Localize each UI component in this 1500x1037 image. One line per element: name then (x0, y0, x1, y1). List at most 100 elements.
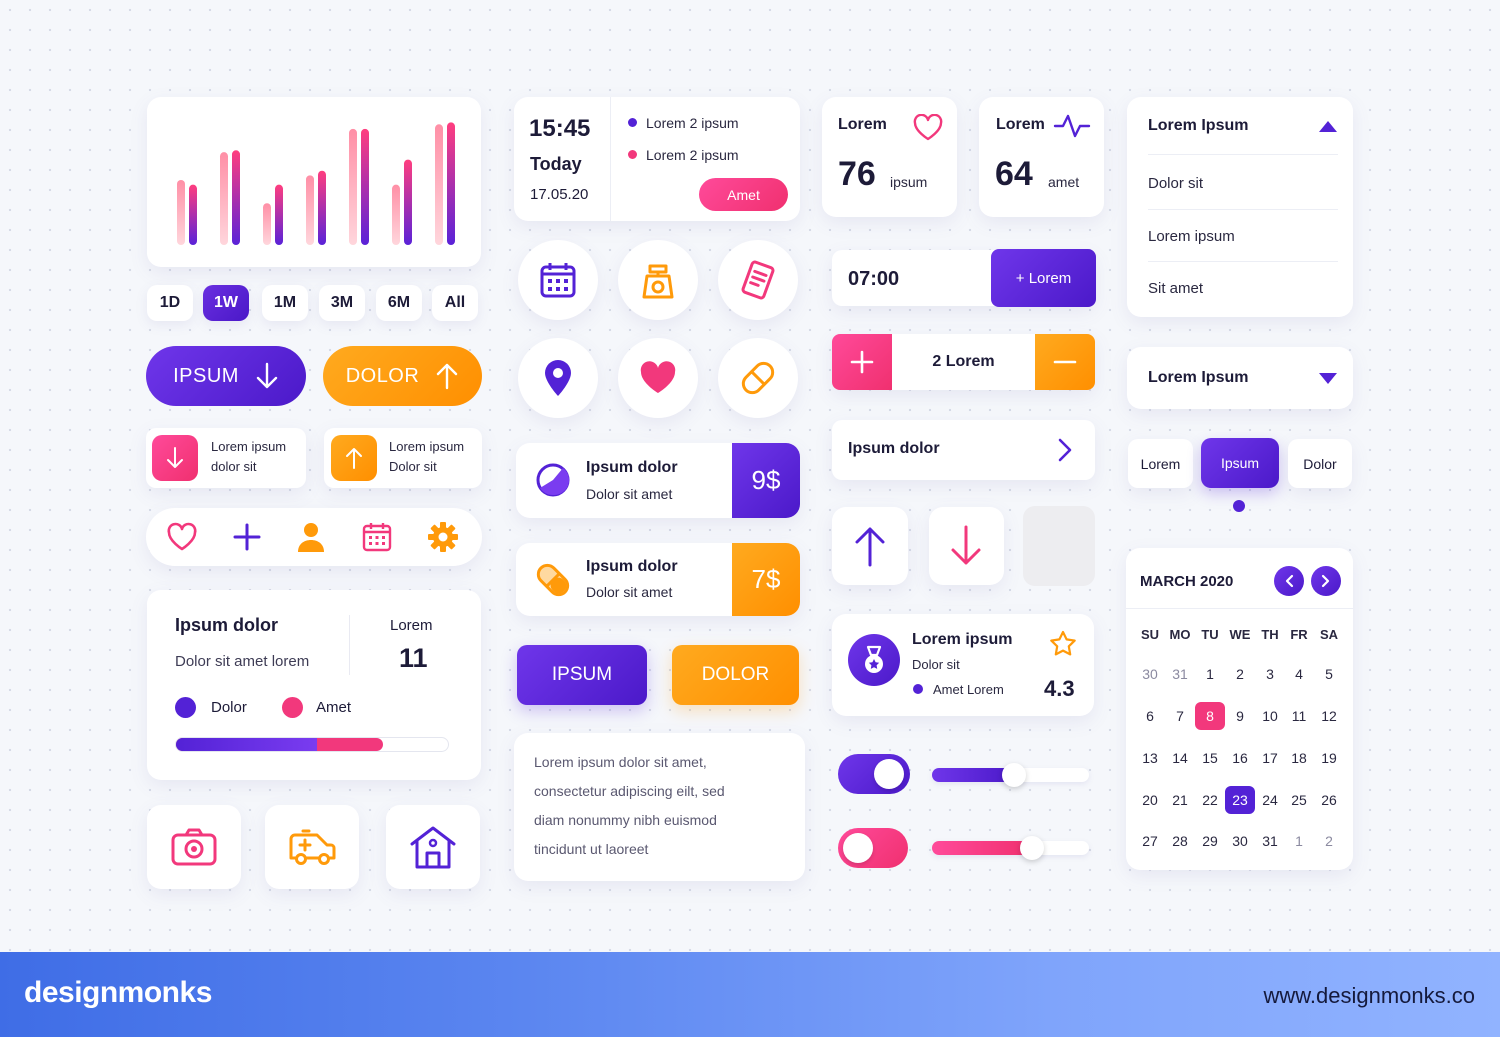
mini-card-up[interactable]: Lorem ipsum Dolor sit (324, 428, 482, 488)
chevron-right-icon (1321, 574, 1330, 588)
segment-dolor[interactable]: Dolor (1288, 439, 1352, 488)
price-card-2[interactable]: Ipsum dolor Dolor sit amet 7$ (516, 543, 800, 616)
slider-thumb[interactable] (1020, 836, 1045, 860)
stepper-plus-button[interactable] (832, 334, 892, 390)
time-divider (610, 97, 611, 221)
calendar-day[interactable]: 11 (1291, 708, 1307, 724)
home-tile[interactable] (386, 805, 480, 889)
calendar-day[interactable]: 8 (1195, 702, 1225, 730)
circle-heart[interactable] (618, 338, 698, 418)
calendar-day[interactable]: 23 (1225, 786, 1255, 814)
slider-thumb[interactable] (1001, 763, 1026, 787)
dropdown-item-3[interactable]: Sit amet (1148, 280, 1204, 297)
calendar-icon[interactable] (361, 521, 393, 553)
toggle-switch-on[interactable] (838, 754, 910, 794)
calendar-day[interactable]: 13 (1142, 750, 1158, 766)
segment-lorem[interactable]: Lorem (1128, 439, 1193, 488)
heart-icon[interactable] (166, 522, 198, 552)
calendar-day[interactable]: 7 (1176, 708, 1184, 724)
calendar-day[interactable]: 4 (1295, 666, 1303, 682)
calendar-day[interactable]: 10 (1262, 708, 1278, 724)
range-tab-1m[interactable]: 1M (262, 285, 308, 321)
dropdown-item-1[interactable]: Dolor sit (1148, 175, 1204, 192)
calendar-day[interactable]: 1 (1206, 666, 1214, 682)
calendar-day[interactable]: 31 (1172, 666, 1188, 682)
range-tab-6m[interactable]: 6M (376, 285, 422, 321)
calendar-day[interactable]: 5 (1325, 666, 1333, 682)
link-row[interactable]: Ipsum dolor (832, 420, 1095, 480)
camera-tile[interactable] (147, 805, 241, 889)
stepper-minus-button[interactable] (1035, 334, 1095, 390)
calendar-day[interactable]: 16 (1232, 750, 1248, 766)
range-tab-1w[interactable]: 1W (203, 285, 249, 321)
calendar-day[interactable]: 22 (1202, 792, 1218, 808)
calendar-day[interactable]: 3 (1266, 666, 1274, 682)
calendar-day[interactable]: 18 (1291, 750, 1307, 766)
ipsum-square-button[interactable]: IPSUM (517, 645, 647, 705)
chart-bar (404, 159, 412, 245)
calendar-day[interactable]: 26 (1321, 792, 1337, 808)
price-card-subtitle: Dolor sit amet (586, 584, 673, 600)
stats-right-label: Lorem (390, 617, 433, 634)
chevron-right-icon (1058, 438, 1072, 462)
calendar-day[interactable]: 28 (1172, 833, 1188, 849)
plus-icon[interactable] (232, 522, 262, 552)
calendar-day[interactable]: 9 (1236, 708, 1244, 724)
ipsum-button[interactable]: IPSUM (146, 346, 306, 406)
circle-scale[interactable] (618, 240, 698, 320)
circle-location[interactable] (518, 338, 598, 418)
slider-fill (932, 841, 1033, 855)
stats-divider (349, 615, 350, 675)
price-card-1[interactable]: Ipsum dolor Dolor sit amet 9$ (516, 443, 800, 518)
calendar-next-button[interactable] (1311, 566, 1341, 596)
calendar-day[interactable]: 15 (1202, 750, 1218, 766)
mini-card-down[interactable]: Lorem ipsum dolor sit (146, 428, 306, 488)
range-tab-3m[interactable]: 3M (319, 285, 365, 321)
ambulance-tile[interactable] (265, 805, 359, 889)
range-tab-1d[interactable]: 1D (147, 285, 193, 321)
circle-prescription[interactable] (718, 240, 798, 320)
calendar-day[interactable]: 1 (1295, 833, 1303, 849)
circle-pill[interactable] (718, 338, 798, 418)
gear-icon[interactable] (427, 521, 459, 553)
calendar-day[interactable]: 24 (1262, 792, 1278, 808)
star-icon[interactable] (1048, 629, 1078, 659)
segment-ipsum-selected[interactable]: Ipsum (1201, 438, 1279, 488)
toggle-switch-off[interactable] (838, 828, 908, 868)
arrow-up-tile[interactable] (832, 507, 908, 585)
dropdown-open-title[interactable]: Lorem Ipsum (1148, 117, 1249, 134)
calendar-day[interactable]: 14 (1172, 750, 1188, 766)
range-tab-all[interactable]: All (432, 285, 478, 321)
calendar-day[interactable]: 2 (1325, 833, 1333, 849)
calendar-day[interactable]: 17 (1262, 750, 1278, 766)
arrow-down-tile[interactable] (929, 507, 1004, 585)
calendar-day[interactable]: 25 (1291, 792, 1307, 808)
dropdown-closed[interactable]: Lorem Ipsum (1127, 347, 1353, 409)
calendar-day[interactable]: 19 (1321, 750, 1337, 766)
time-card: 15:45 Today 17.05.20 Lorem 2 ipsum Lorem… (514, 97, 800, 221)
calendar-day[interactable]: 30 (1142, 666, 1158, 682)
dropdown-item-2[interactable]: Lorem ipsum (1148, 228, 1235, 245)
calendar-day[interactable]: 27 (1142, 833, 1158, 849)
calendar-day[interactable]: 29 (1202, 833, 1218, 849)
slider-purple[interactable] (932, 763, 1089, 787)
dolor-button[interactable]: DOLOR (323, 346, 482, 406)
user-icon[interactable] (297, 521, 325, 553)
calendar-prev-button[interactable] (1274, 566, 1304, 596)
calendar-day[interactable]: 6 (1146, 708, 1154, 724)
calendar-day[interactable]: 2 (1236, 666, 1244, 682)
calendar-day[interactable]: 31 (1262, 833, 1278, 849)
slider-pink[interactable] (932, 836, 1089, 860)
calendar-day[interactable]: 20 (1142, 792, 1158, 808)
dolor-square-button[interactable]: DOLOR (672, 645, 799, 705)
price-card-title: Ipsum dolor (586, 459, 678, 476)
calendar-day[interactable]: 30 (1232, 833, 1248, 849)
calendar-day[interactable]: 12 (1321, 708, 1337, 724)
ipsum-button-label: IPSUM (173, 364, 239, 387)
add-lorem-button[interactable]: + Lorem (991, 249, 1096, 307)
amet-button[interactable]: Amet (699, 178, 788, 211)
footer-url[interactable]: www.designmonks.co (1263, 983, 1475, 1008)
circle-calendar[interactable] (518, 240, 598, 320)
calendar-day[interactable]: 21 (1172, 792, 1188, 808)
caret-up-icon[interactable] (1318, 119, 1338, 133)
